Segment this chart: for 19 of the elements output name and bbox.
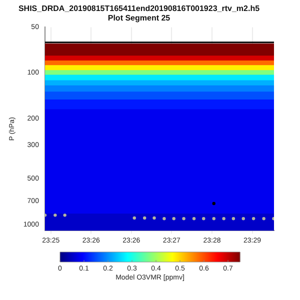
point — [152, 216, 156, 220]
chart-title: SHIS_DRDA_20190815T165411end20190816T001923_rtv_m2.h5 — [18, 4, 260, 14]
point — [212, 217, 216, 220]
point — [132, 216, 136, 220]
point — [222, 217, 226, 220]
point — [262, 217, 266, 220]
point — [202, 217, 206, 220]
chart-subtitle: Plot Segment 25 — [108, 14, 171, 23]
point — [242, 217, 245, 220]
point — [172, 217, 176, 220]
point — [232, 217, 236, 220]
point — [162, 217, 166, 220]
point — [142, 216, 146, 220]
point — [252, 217, 256, 220]
point — [63, 214, 66, 217]
point — [192, 217, 196, 220]
point — [54, 214, 57, 217]
point — [212, 202, 216, 206]
point — [182, 217, 186, 220]
